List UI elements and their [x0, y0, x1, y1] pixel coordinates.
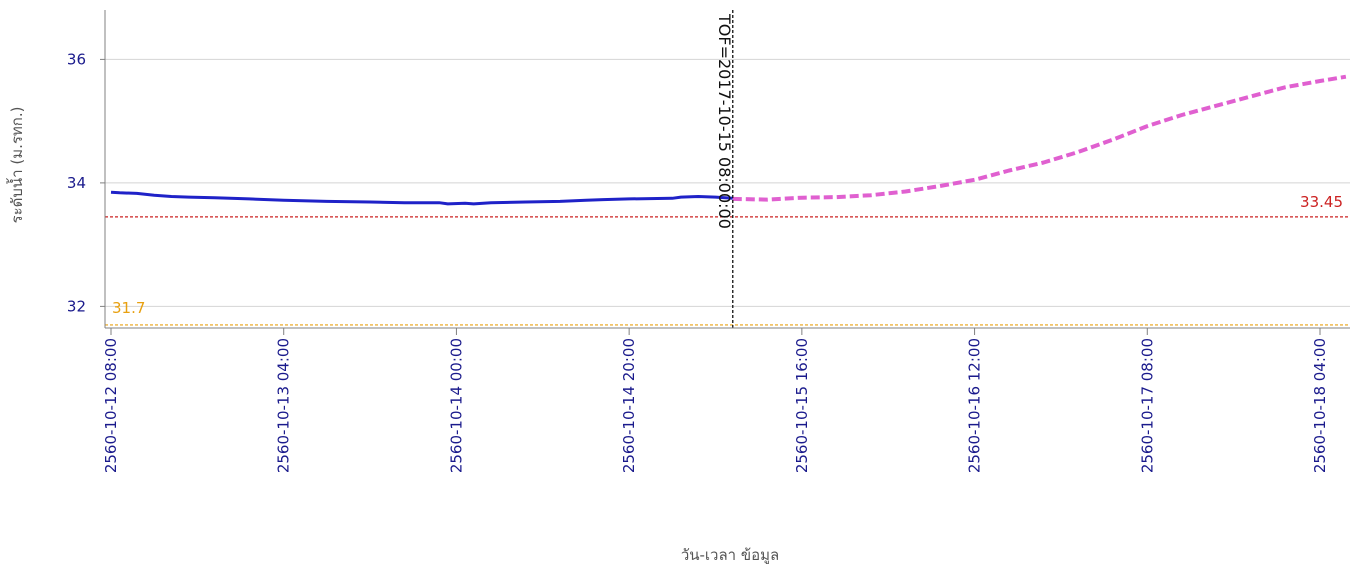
- x-tick-label: 2560-10-14 20:00: [620, 338, 638, 473]
- y-axis-ticks: 32 34 36: [67, 50, 105, 315]
- observed-line: [110, 190, 733, 206]
- x-tick-label: 2560-10-12 08:00: [102, 338, 120, 473]
- x-axis-title: วัน-เวลา ข้อมูล: [681, 546, 779, 564]
- series-layer: [110, 74, 1347, 206]
- gridlines: [105, 58, 1350, 307]
- reference-label: 33.45: [1300, 193, 1343, 211]
- x-tick-label: 2560-10-15 16:00: [793, 338, 811, 473]
- y-tick-label: 32: [67, 297, 86, 315]
- x-tick-label: 2560-10-16 12:00: [966, 338, 984, 473]
- x-tick-label: 2560-10-18 04:00: [1311, 338, 1329, 473]
- x-axis-ticks: 2560-10-12 08:00 2560-10-13 04:00 2560-10-…: [102, 328, 1329, 473]
- x-tick-label: 2560-10-14 00:00: [447, 338, 465, 473]
- y-axis-title: ระดับน้ำ (ม.รทก.): [6, 107, 26, 224]
- y-tick-label: 36: [67, 50, 86, 68]
- axes: [104, 10, 1350, 329]
- reference-lines: 33.45 31.7: [105, 193, 1350, 326]
- reference-label: 31.7: [112, 299, 145, 317]
- y-tick-label: 34: [67, 174, 86, 192]
- tof-marker: TOF=2017-10-15 08:00:00: [715, 10, 734, 328]
- forecast-line: [732, 74, 1347, 202]
- x-tick-label: 2560-10-13 04:00: [275, 338, 293, 473]
- x-tick-label: 2560-10-17 08:00: [1138, 338, 1156, 473]
- tof-marker-label: TOF=2017-10-15 08:00:00: [715, 13, 734, 229]
